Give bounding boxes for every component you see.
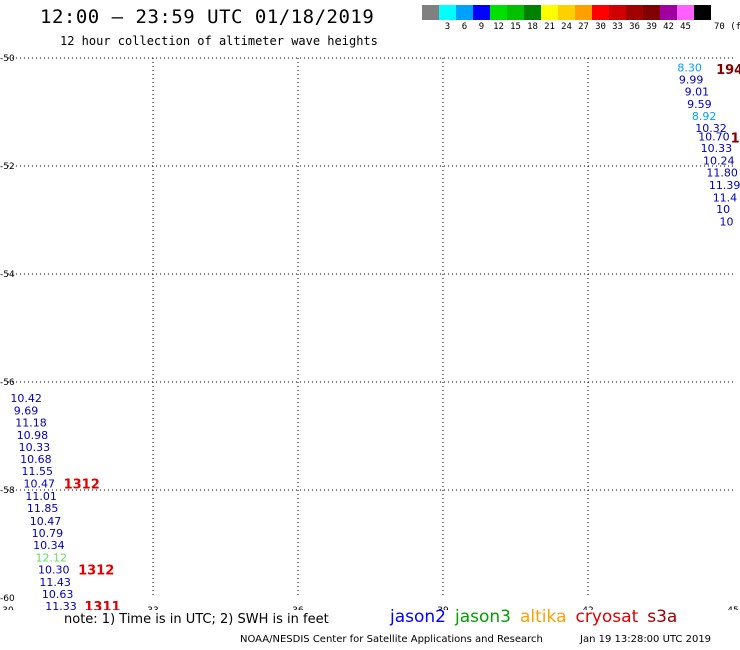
wave-height-value: 8.30	[677, 62, 702, 75]
wave-height-value: 10.24	[703, 155, 735, 168]
x-tick-label: 33	[147, 606, 158, 610]
wave-height-value: 11.01	[25, 490, 57, 503]
wave-height-value: 10.34	[33, 539, 64, 552]
legend-swatch	[490, 5, 507, 20]
legend-label: 21	[544, 22, 555, 32]
pass-time-label: 1311	[84, 600, 120, 610]
legend-swatch	[422, 5, 439, 20]
footer-note: note: 1) Time is in UTC; 2) SWH is in fe…	[64, 612, 329, 627]
legend-swatch	[626, 5, 643, 20]
legend-swatch	[575, 5, 592, 20]
legend-label: 6	[461, 22, 468, 32]
wave-height-value: 10.63	[42, 588, 73, 601]
x-tick-label: 45	[727, 606, 738, 610]
wave-height-value: 10.47	[30, 515, 62, 528]
x-tick-label: 30	[2, 606, 14, 610]
pass-time-label: 1	[731, 131, 740, 146]
wave-height-value: 10.33	[701, 142, 733, 155]
legend-swatch	[456, 5, 473, 20]
legend-label: 45	[680, 22, 691, 32]
wave-height-value: 10.47	[23, 478, 55, 491]
wave-height-value: 10.42	[10, 392, 42, 405]
wave-height-value: 10.79	[32, 527, 64, 540]
wave-height-value: 10	[716, 203, 730, 216]
credit-line: NOAA/NESDIS Center for Satellite Applica…	[240, 634, 543, 645]
legend-swatch	[643, 5, 660, 20]
legend-label: 12	[493, 22, 504, 32]
legend-swatch	[507, 5, 524, 20]
y-tick-label: -58	[0, 486, 15, 496]
legend-label: 33	[612, 22, 623, 32]
wave-height-value: 10.30	[38, 563, 70, 576]
legend-swatch	[558, 5, 575, 20]
wave-height-value: 11.4	[713, 191, 738, 204]
wave-height-value: 12.12	[36, 552, 68, 565]
x-tick-label: 36	[292, 606, 304, 610]
y-tick-label: -54	[0, 270, 15, 280]
wave-height-value: 9.69	[14, 405, 39, 418]
y-tick-label: -60	[0, 594, 15, 604]
wave-height-value: 8.92	[692, 110, 717, 123]
pass-time-label: 1312	[64, 478, 100, 493]
wave-height-value: 9.99	[679, 74, 704, 87]
y-tick-label: -56	[0, 378, 15, 388]
legend-swatch	[660, 5, 677, 20]
wave-height-value: 11.85	[27, 502, 58, 515]
page-title: 12:00 — 23:59 UTC 01/18/2019	[40, 6, 375, 28]
satellite-legend-jason3: jason3	[455, 607, 511, 627]
wave-height-value: 10	[719, 216, 733, 229]
pass-time-label: 1312	[78, 563, 114, 578]
wave-height-value: 9.59	[687, 98, 712, 111]
legend-label: 3	[444, 22, 451, 32]
x-tick-label: 42	[582, 606, 593, 610]
satellite-legend-cryosat: cryosat	[575, 607, 639, 627]
legend-swatch	[592, 5, 609, 20]
satellite-legend-s3a: s3a	[647, 607, 678, 627]
legend-label: 36	[629, 22, 640, 32]
x-tick-label: 39	[437, 606, 449, 610]
wave-height-value: 10.32	[695, 122, 727, 135]
legend-label: 42	[663, 22, 674, 32]
legend-label: 18	[527, 22, 538, 32]
wave-height-value: 10.98	[17, 429, 49, 442]
wave-height-value: 11.55	[22, 465, 54, 478]
wave-height-value: 11.43	[39, 576, 71, 589]
generated-timestamp: Jan 19 13:28:00 UTC 2019	[580, 634, 712, 645]
legend-swatch	[609, 5, 626, 20]
wave-height-value: 11.80	[706, 166, 738, 179]
wave-height-value: 11.39	[709, 179, 740, 192]
legend-label: 9	[478, 22, 485, 32]
wave-height-value: 11.18	[15, 417, 47, 430]
legend-swatch	[439, 5, 456, 20]
y-tick-label: -52	[0, 162, 15, 172]
color-scale-labels: 3 6 9 12 15 18 21 24 27 30 33 36 39 42 45	[422, 22, 740, 34]
legend-label: 30	[595, 22, 606, 32]
legend-label: 27	[578, 22, 589, 32]
legend-swatch	[677, 5, 694, 20]
legend-label: 15	[510, 22, 521, 32]
page-subtitle: 12 hour collection of altimeter wave hei…	[60, 34, 378, 48]
legend-swatch	[473, 5, 490, 20]
y-tick-label: -50	[0, 54, 15, 64]
wave-height-value: 9.01	[685, 85, 710, 98]
wave-height-value: 10.70	[698, 130, 730, 143]
wave-height-map: 303336394245-50-52-54-56-58-608.309.999.…	[0, 54, 740, 610]
satellite-legend: jason2 jason3 altika cryosat s3a	[390, 607, 686, 627]
legend-label: 24	[561, 22, 572, 32]
color-scale-legend	[422, 5, 711, 20]
wave-height-value: 10.68	[20, 453, 52, 466]
legend-swatch	[541, 5, 558, 20]
pass-time-label: 1947	[716, 63, 740, 78]
color-scale-unit: 70 (ft)	[714, 22, 740, 32]
legend-swatch	[524, 5, 541, 20]
wave-height-value: 10.33	[19, 441, 50, 454]
wave-height-value: 11.33	[45, 600, 77, 610]
satellite-legend-altika: altika	[520, 607, 567, 627]
legend-swatch	[694, 5, 711, 20]
legend-label: 39	[646, 22, 657, 32]
satellite-legend-jason2: jason2	[390, 607, 446, 627]
